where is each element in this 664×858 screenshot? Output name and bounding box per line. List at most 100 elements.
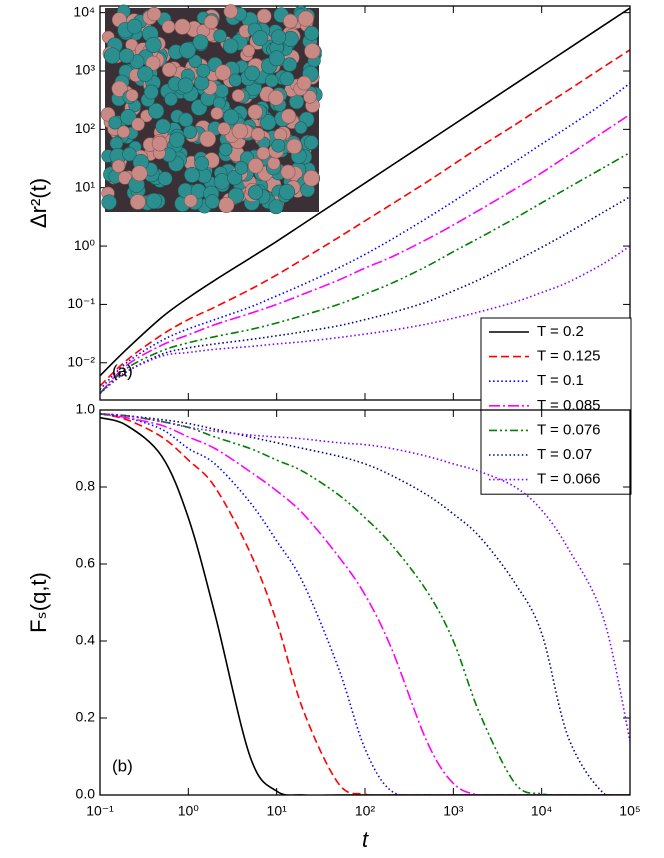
molecule — [228, 73, 243, 87]
molecule — [126, 18, 143, 35]
molecule — [131, 165, 148, 182]
x-tick-label: 10³ — [443, 803, 464, 819]
y-tick-label: 10⁴ — [73, 3, 95, 19]
y-tick-label: 1.0 — [76, 401, 96, 417]
molecule — [303, 170, 320, 187]
plot-frame — [99, 409, 631, 796]
molecule — [143, 84, 159, 100]
molecule — [281, 108, 297, 124]
legend-label: T = 0.085 — [537, 397, 601, 414]
y-tick-label: 10⁰ — [74, 237, 96, 253]
series-line — [100, 413, 630, 795]
series-line — [100, 245, 630, 394]
molecule — [279, 71, 295, 87]
series-line — [100, 82, 630, 390]
molecule — [177, 77, 194, 94]
x-tick-label: 10² — [355, 803, 376, 819]
y-tick-label: 0.2 — [76, 709, 96, 725]
molecule — [158, 171, 173, 186]
molecule — [227, 170, 243, 186]
molecule — [265, 74, 279, 88]
y-axis-label: Fₛ(q,t) — [26, 572, 51, 633]
molecule — [268, 199, 284, 215]
molecule — [199, 130, 216, 148]
plot-frame — [99, 5, 631, 401]
molecule — [118, 48, 135, 64]
series-line — [100, 113, 630, 394]
molecule — [118, 170, 132, 185]
molecule — [137, 65, 154, 82]
series-line — [100, 151, 630, 394]
series-line — [100, 196, 630, 394]
molecule — [217, 122, 231, 136]
molecule — [155, 118, 171, 134]
legend-label: T = 0.2 — [537, 323, 584, 340]
molecule — [194, 75, 210, 91]
molecule — [145, 36, 162, 53]
molecule — [125, 88, 139, 102]
molecule — [178, 112, 194, 128]
x-tick-label: 10⁻¹ — [86, 803, 114, 819]
molecule — [303, 135, 319, 150]
x-tick-label: 10¹ — [267, 803, 288, 819]
panel-label: (a) — [112, 361, 133, 380]
molecule — [304, 25, 320, 41]
molecule — [131, 117, 145, 132]
molecule — [223, 109, 239, 125]
molecule — [218, 142, 233, 157]
molecule — [242, 44, 256, 58]
molecule — [213, 29, 227, 43]
molecule — [111, 80, 128, 97]
molecule — [103, 47, 121, 64]
molecule — [101, 194, 117, 210]
legend-box — [480, 317, 632, 495]
molecule — [280, 164, 296, 180]
legend-label: T = 0.066 — [537, 471, 601, 488]
molecule — [248, 158, 264, 174]
legend-label: T = 0.1 — [537, 372, 584, 389]
molecule — [231, 122, 249, 140]
molecule — [268, 50, 285, 67]
y-tick-label: 10⁻¹ — [67, 295, 95, 311]
molecule — [122, 147, 137, 162]
molecule — [203, 14, 219, 30]
molecule — [223, 4, 238, 19]
molecule — [169, 131, 185, 148]
y-tick-label: 0.0 — [76, 786, 96, 802]
molecule — [161, 20, 176, 34]
molecule — [294, 121, 308, 135]
x-axis-label: t — [362, 827, 369, 852]
x-tick-label: 10⁰ — [178, 803, 200, 819]
molecule — [231, 89, 245, 103]
molecule — [256, 146, 271, 160]
molecule — [213, 96, 226, 110]
molecule — [183, 125, 198, 140]
molecule — [210, 106, 224, 120]
molecule — [151, 135, 168, 152]
molecule — [196, 63, 211, 78]
y-tick-label: 10³ — [75, 62, 96, 78]
legend-label: T = 0.07 — [537, 446, 592, 463]
molecule — [252, 30, 269, 47]
molecule — [145, 192, 162, 210]
molecule — [234, 161, 249, 175]
molecule — [270, 29, 287, 45]
legend-label: T = 0.125 — [537, 348, 601, 365]
molecule — [303, 90, 317, 104]
x-tick-label: 10⁴ — [531, 803, 553, 819]
molecule — [215, 64, 232, 81]
y-tick-label: 0.6 — [76, 555, 96, 571]
molecule — [147, 7, 162, 22]
molecule — [222, 38, 239, 54]
molecule — [194, 156, 209, 171]
y-axis-label: Δr²(t) — [26, 178, 51, 228]
molecule — [205, 194, 220, 209]
molecule — [267, 156, 281, 170]
molecule — [248, 184, 264, 200]
molecule — [111, 159, 126, 173]
molecule — [184, 166, 200, 183]
molecule — [184, 194, 198, 208]
molecule — [244, 65, 260, 81]
molecule — [130, 193, 146, 210]
y-tick-label: 10⁻² — [67, 353, 95, 369]
